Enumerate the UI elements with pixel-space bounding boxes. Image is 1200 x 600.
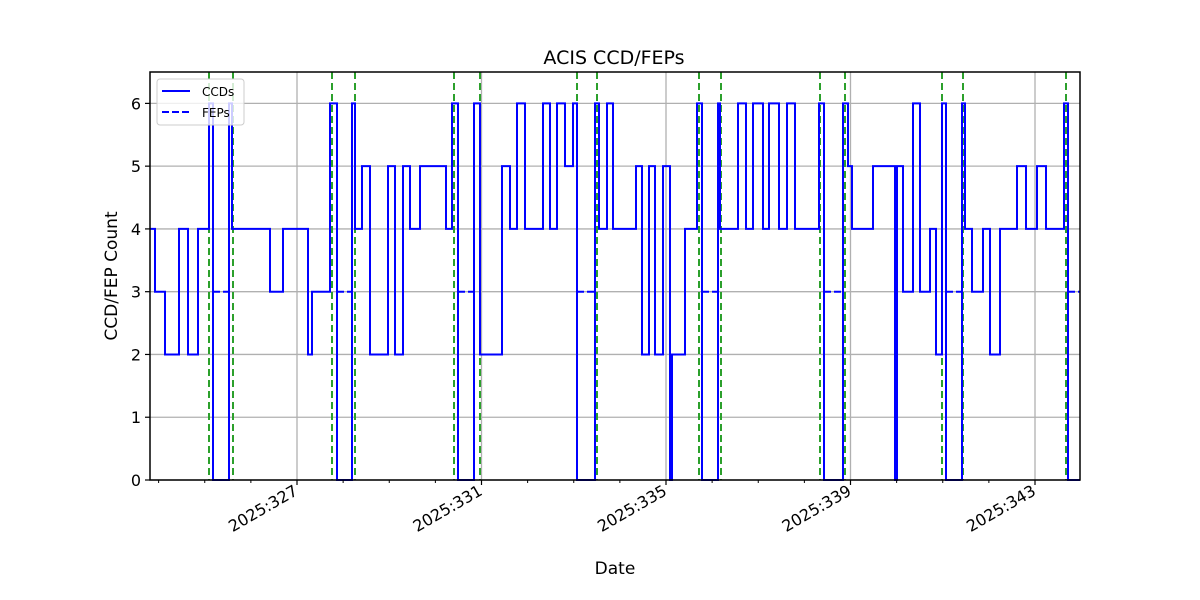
legend-label-feps: FEPs xyxy=(202,106,230,120)
x-axis-label: Date xyxy=(595,559,636,579)
y-tick-label: 4 xyxy=(131,220,141,239)
y-tick-label: 1 xyxy=(131,408,141,427)
legend: CCDs FEPs xyxy=(156,78,245,126)
y-axis-ticks: 0 1 2 3 4 5 6 xyxy=(131,94,150,490)
y-tick-label: 3 xyxy=(131,283,141,302)
y-tick-label: 5 xyxy=(131,157,141,176)
y-tick-label: 6 xyxy=(131,94,141,113)
legend-label-ccds: CCDs xyxy=(202,85,234,99)
axes-frame xyxy=(149,71,1081,481)
y-tick-label: 0 xyxy=(131,471,141,490)
y-tick-label: 2 xyxy=(131,345,141,364)
y-axis-label: CCD/FEP Count xyxy=(102,211,122,341)
chart-title: ACIS CCD/FEPs xyxy=(543,47,684,69)
grid-lines xyxy=(150,72,1080,481)
